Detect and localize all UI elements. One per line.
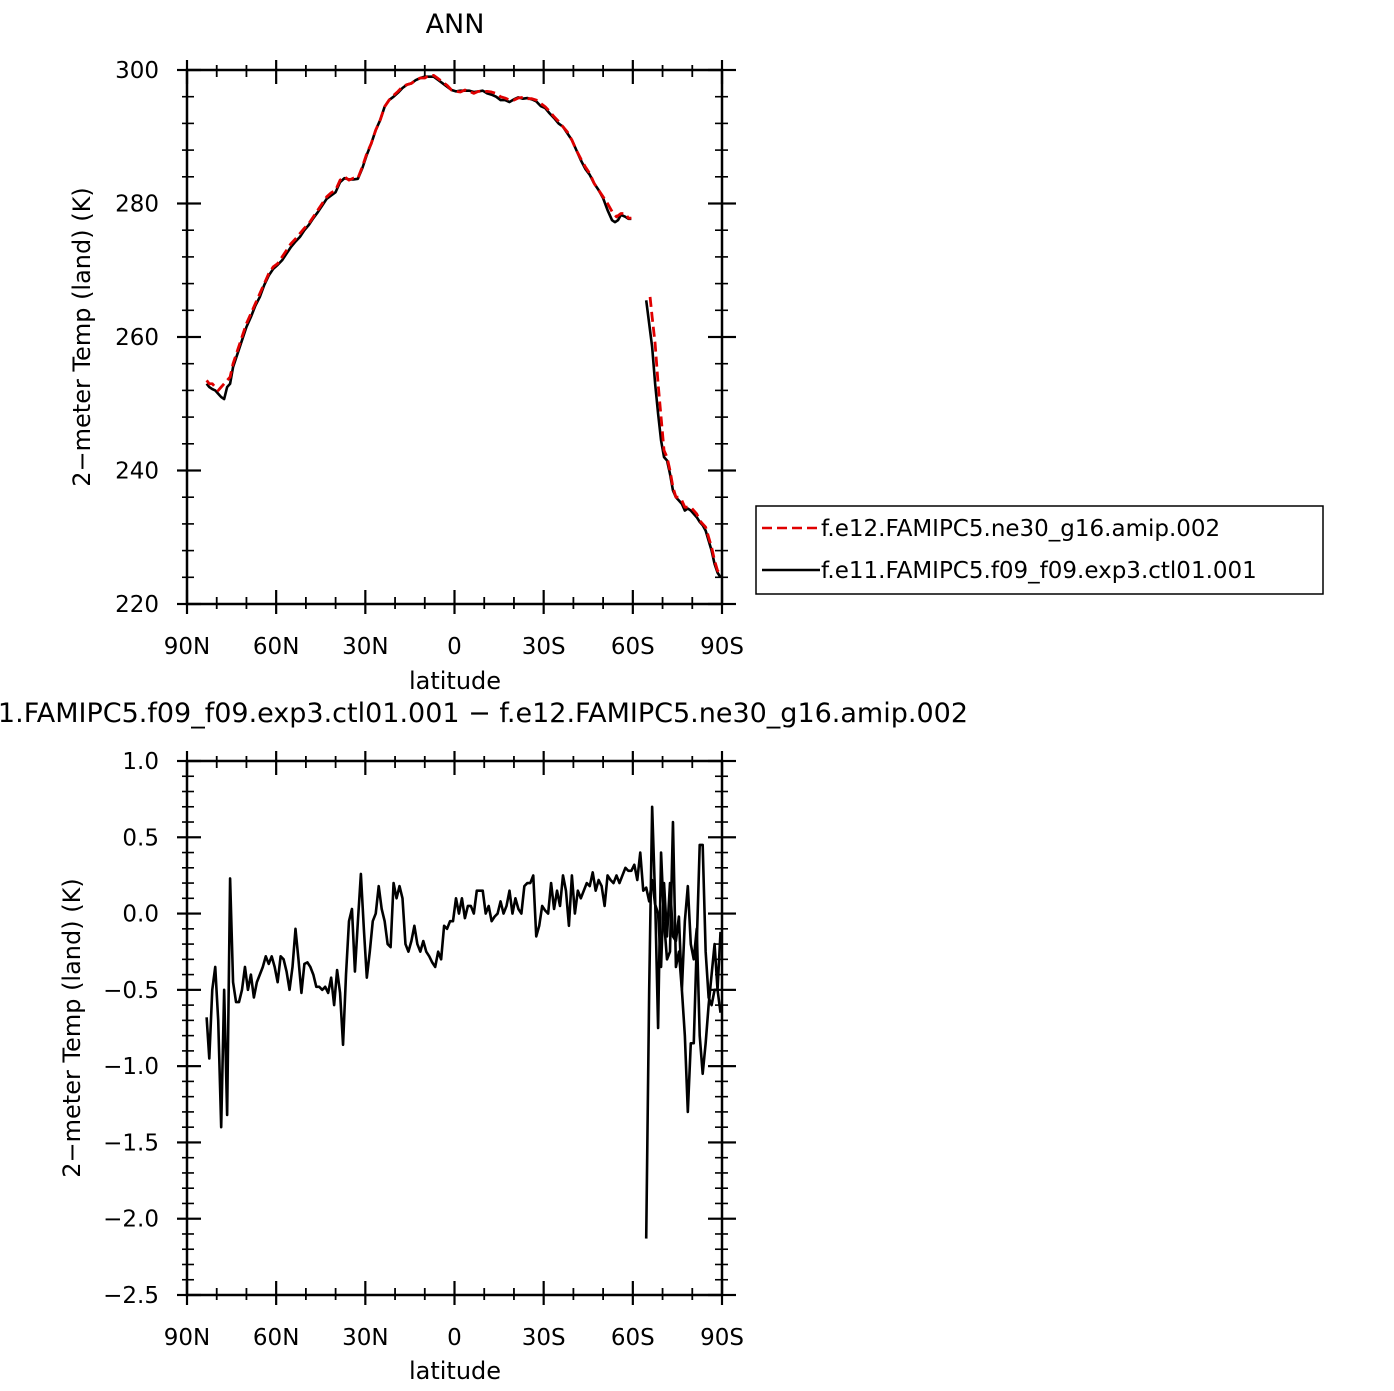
bottom-y-tick-label: −1.0 — [103, 1054, 159, 1080]
top-x-tick-label: 90S — [700, 634, 744, 660]
bottom-y-tick-label: −0.5 — [103, 978, 159, 1004]
bottom-x-tick-label: 90S — [700, 1325, 744, 1351]
bottom-plot-frame — [185, 759, 724, 1297]
top-y-tick-label: 240 — [115, 459, 159, 485]
top-x-axis-label: latitude — [409, 667, 501, 695]
top-ticks: 90N 60N 30N 0 30S 60S 90S 300 280 260 240 220 — [115, 58, 744, 660]
bottom-series — [205, 805, 722, 1239]
top-x-tick-label: 0 — [447, 634, 462, 660]
top-series-line-ne30-segment-0 — [205, 73, 632, 392]
bottom-panel: f.e11.FAMIPC5.f09_f09.exp3.ctl01.001 − f… — [0, 698, 968, 1385]
legend-label-ne30: f.e12.FAMIPC5.ne30_g16.amip.002 — [821, 516, 1220, 542]
top-panel: ANN 2−meter Temp (land) (K) latitude 90N… — [68, 9, 1324, 695]
bottom-y-tick-label: −2.0 — [103, 1207, 159, 1233]
top-y-tick-label: 260 — [115, 325, 159, 351]
bottom-y-tick-label: −2.5 — [103, 1283, 159, 1309]
bottom-x-tick-label: 30S — [522, 1325, 566, 1351]
bottom-x-axis-label: latitude — [409, 1357, 501, 1385]
legend-box — [755, 505, 1324, 595]
bottom-y-tick-label: 0.5 — [122, 825, 159, 851]
bottom-x-tick-label: 30N — [342, 1325, 388, 1351]
top-x-tick-label: 30S — [522, 634, 566, 660]
top-y-axis-label: 2−meter Temp (land) (K) — [68, 187, 96, 486]
bottom-y-axis-label: 2−meter Temp (land) (K) — [58, 878, 86, 1177]
top-chart-title: ANN — [426, 9, 485, 40]
top-x-tick-label: 30N — [342, 634, 388, 660]
bottom-x-tick-label: 60S — [611, 1325, 655, 1351]
legend: f.e12.FAMIPC5.ne30_g16.amip.002 f.e11.FA… — [755, 505, 1324, 595]
top-x-tick-label: 90N — [164, 634, 210, 660]
bottom-y-tick-label: 0.0 — [122, 902, 159, 928]
bottom-y-tick-label: −1.5 — [103, 1130, 159, 1156]
top-series-line-f09-segment-0 — [205, 75, 632, 401]
bottom-series-line-f09-segment-0 — [205, 851, 722, 1129]
legend-label-f09: f.e11.FAMIPC5.f09_f09.exp3.ctl01.001 — [821, 558, 1257, 584]
top-y-tick-label: 300 — [115, 58, 159, 84]
bottom-x-tick-label: 0 — [447, 1325, 462, 1351]
top-x-tick-label: 60S — [611, 634, 655, 660]
top-series-line-ne30-segment-1 — [648, 296, 722, 575]
top-series — [205, 73, 722, 578]
bottom-ticks: 90N 60N 30N 0 30S 60S 90S 1.0 0.5 0.0 −0.5 −1.0 −1.5… — [103, 749, 744, 1351]
bottom-y-tick-label: 1.0 — [122, 749, 159, 775]
top-plot-frame — [185, 68, 724, 606]
bottom-x-tick-label: 90N — [164, 1325, 210, 1351]
top-y-tick-label: 220 — [115, 592, 159, 618]
bottom-series-line-f09-segment-1 — [644, 805, 722, 1239]
top-x-tick-label: 60N — [253, 634, 299, 660]
bottom-chart-title: f.e11.FAMIPC5.f09_f09.exp3.ctl01.001 − f… — [0, 698, 968, 729]
bottom-x-tick-label: 60N — [253, 1325, 299, 1351]
top-y-tick-label: 280 — [115, 192, 159, 218]
